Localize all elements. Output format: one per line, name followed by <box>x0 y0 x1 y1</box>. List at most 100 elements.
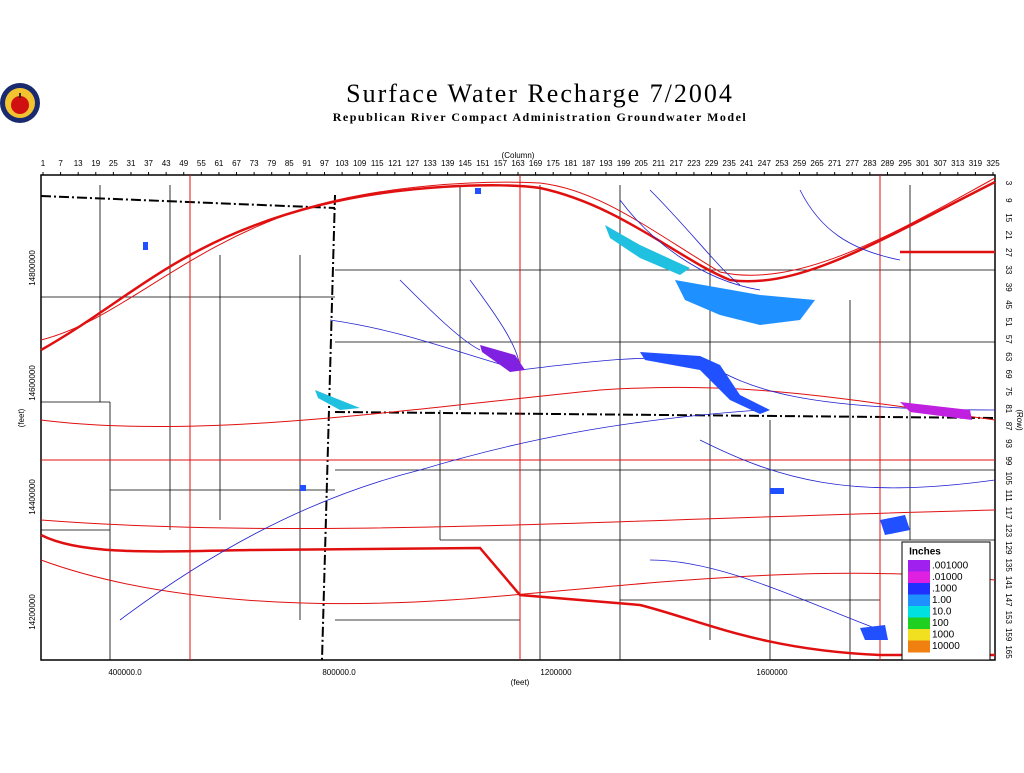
row-tick-label: 99 <box>1004 456 1013 465</box>
column-tick-label: 55 <box>197 159 206 168</box>
column-tick-label: 217 <box>670 159 684 168</box>
column-tick-label: 211 <box>652 159 665 168</box>
row-tick-label: 69 <box>1004 370 1013 379</box>
column-tick-label: 151 <box>476 159 490 168</box>
row-tick-label: 39 <box>1004 283 1013 292</box>
column-tick-label: 187 <box>582 159 596 168</box>
column-tick-label: 91 <box>302 159 311 168</box>
column-tick-label: 37 <box>144 159 153 168</box>
row-tick-label: 57 <box>1004 335 1013 344</box>
county-grid <box>41 185 995 660</box>
row-tick-label: 51 <box>1004 318 1013 327</box>
column-tick-label: 67 <box>232 159 241 168</box>
column-tick-label: 157 <box>494 159 508 168</box>
column-tick-label: 115 <box>371 159 384 168</box>
x-axis-label: (feet) <box>511 678 530 687</box>
row-tick-label: 27 <box>1004 248 1013 257</box>
subtitle: Republican River Compact Administration … <box>333 110 748 124</box>
legend-label: .1000 <box>932 584 957 595</box>
column-tick-label: 247 <box>758 159 772 168</box>
legend-label: 1.00 <box>932 595 952 606</box>
column-tick-label: 289 <box>881 159 895 168</box>
column-tick-label: 145 <box>459 159 473 168</box>
row-tick-label: 105 <box>1004 472 1013 486</box>
column-tick-label: 301 <box>916 159 930 168</box>
column-tick-label: 181 <box>564 159 578 168</box>
column-tick-label: 97 <box>320 159 329 168</box>
column-tick-label: 43 <box>162 159 171 168</box>
column-tick-label: 61 <box>214 159 223 168</box>
column-tick-label: 19 <box>91 159 100 168</box>
column-tick-label: 169 <box>529 159 543 168</box>
column-tick-label: 163 <box>511 159 525 168</box>
legend-swatch <box>908 583 930 595</box>
streams <box>119 189 996 631</box>
row-tick-label: 165 <box>1004 645 1013 659</box>
column-tick-label: 283 <box>863 159 877 168</box>
row-tick-label: 3 <box>1004 181 1013 186</box>
legend-swatch <box>908 594 930 607</box>
column-tick-label: 13 <box>74 159 83 168</box>
row-tick-label: 75 <box>1004 387 1013 396</box>
column-tick-label: 307 <box>934 159 948 168</box>
legend-label: 10.0 <box>932 607 952 618</box>
legend-label: 100 <box>932 618 949 629</box>
y-tick-label: 14600000 <box>28 365 37 401</box>
row-tick-label: 15 <box>1004 213 1013 222</box>
legend-swatch <box>908 606 930 618</box>
column-tick-label: 199 <box>617 159 631 168</box>
column-tick-label: 229 <box>705 159 719 168</box>
x-tick-label: 1600000 <box>756 668 788 677</box>
row-tick-label: 9 <box>1004 198 1013 203</box>
column-tick-label: 175 <box>547 159 561 168</box>
x-tick-label: 1200000 <box>540 668 572 677</box>
column-tick-label: 277 <box>846 159 860 168</box>
legend-label: 1000 <box>932 630 955 641</box>
map-frame <box>40 174 996 661</box>
column-tick-label: 133 <box>423 159 437 168</box>
row-tick-label: 141 <box>1004 576 1013 590</box>
column-tick-label: 271 <box>828 159 842 168</box>
column-tick-label: 73 <box>250 159 259 168</box>
column-tick-label: 265 <box>810 159 824 168</box>
legend-swatch <box>908 571 930 584</box>
y-tick-label: 14800000 <box>28 250 37 286</box>
x-tick-label: 400000.0 <box>108 668 142 677</box>
column-tick-label: 205 <box>634 159 648 168</box>
legend-swatch <box>908 560 930 572</box>
recharge-cells <box>143 188 972 640</box>
legend-swatch <box>908 629 930 641</box>
column-tick-label: 127 <box>406 159 420 168</box>
column-tick-label: 253 <box>775 159 789 168</box>
legend-label: .01000 <box>932 572 963 583</box>
column-tick-label: 7 <box>58 159 63 168</box>
row-tick-label: 81 <box>1004 404 1013 413</box>
row-tick-label: 45 <box>1004 300 1013 309</box>
column-tick-label: 193 <box>599 159 613 168</box>
column-tick-label: 295 <box>898 159 912 168</box>
column-tick-label: 103 <box>335 159 349 168</box>
legend-title: Inches <box>909 547 941 558</box>
column-tick-label: 313 <box>951 159 965 168</box>
column-tick-label: 223 <box>687 159 701 168</box>
row-axis-label: (Row) <box>1015 409 1024 431</box>
row-tick-label: 87 <box>1004 422 1013 431</box>
row-tick-label: 111 <box>1004 490 1013 503</box>
column-tick-label: 109 <box>353 159 367 168</box>
logo <box>0 83 40 123</box>
column-tick-label: 1 <box>41 159 46 168</box>
title: Surface Water Recharge 7/2004 <box>346 79 734 108</box>
row-tick-label: 21 <box>1004 231 1013 240</box>
row-tick-label: 159 <box>1004 628 1013 642</box>
row-tick-label: 135 <box>1004 558 1013 572</box>
legend-label: .001000 <box>932 561 969 572</box>
row-tick-label: 63 <box>1004 352 1013 361</box>
column-tick-label: 31 <box>127 159 136 168</box>
column-tick-label: 241 <box>740 159 754 168</box>
column-tick-label: 25 <box>109 159 118 168</box>
column-tick-label: 79 <box>267 159 276 168</box>
x-tick-label: 800000.0 <box>322 668 356 677</box>
legend-swatch <box>908 640 930 653</box>
column-tick-label: 319 <box>969 159 983 168</box>
state-borders <box>40 194 996 661</box>
